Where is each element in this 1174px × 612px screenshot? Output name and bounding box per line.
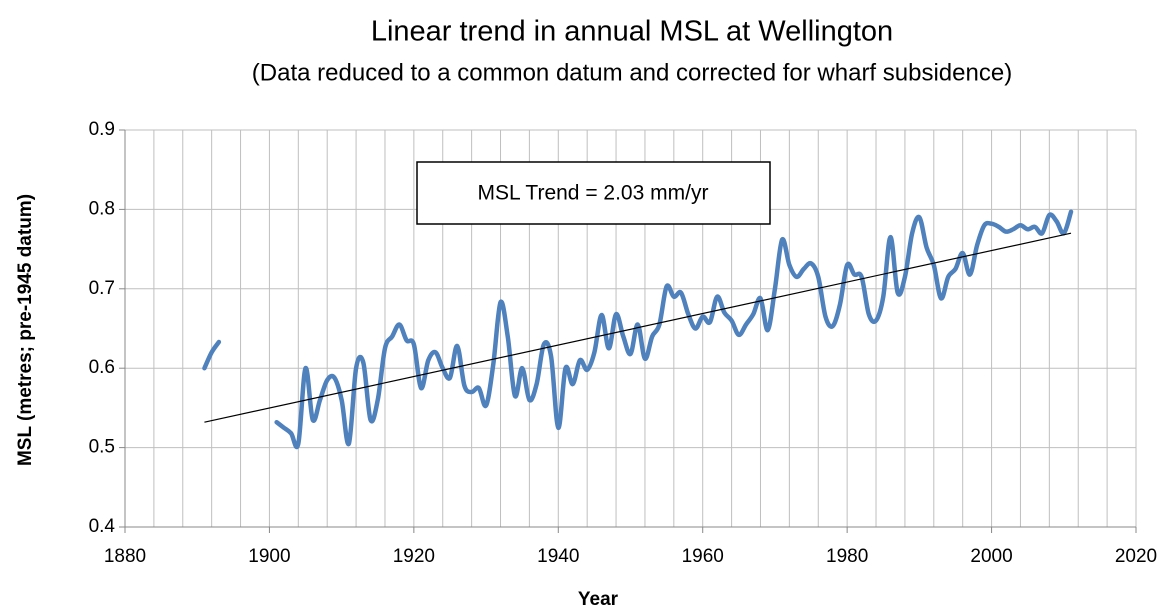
x-tick-label: 1920 — [393, 546, 435, 567]
y-tick-label: 0.9 — [89, 119, 115, 140]
chart-subtitle: (Data reduced to a common datum and corr… — [252, 59, 1012, 86]
y-tick-label: 0.7 — [89, 278, 115, 299]
plot-area: 0.4 0.5 0.6 0.7 0.8 0.9 1880 1900 1920 1940 1960 19… — [89, 119, 1158, 567]
x-tick-label: 1960 — [682, 546, 724, 567]
x-axis-label: Year — [578, 589, 619, 610]
x-tick-label: 1980 — [826, 546, 868, 567]
x-tick-label: 2020 — [1115, 546, 1157, 567]
chart-title: Linear trend in annual MSL at Wellington — [371, 16, 893, 48]
data-line — [202, 339, 222, 371]
y-tick-label: 0.8 — [89, 198, 115, 219]
x-tick-label: 2000 — [970, 546, 1012, 567]
trend-line — [204, 232, 1072, 423]
data-line — [274, 209, 1074, 450]
y-axis-label: MSL (metres; pre-1945 datum) — [15, 194, 36, 466]
x-tick-label: 1880 — [104, 546, 146, 567]
y-tick-label: 0.4 — [89, 516, 116, 537]
x-tick-label: 1900 — [248, 546, 290, 567]
annotation: MSL Trend = 2.03 mm/yr — [478, 182, 709, 205]
annotation-box — [416, 161, 771, 225]
x-tick-label: 1940 — [537, 546, 579, 567]
y-tick-label: 0.6 — [89, 357, 115, 378]
y-tick-label: 0.5 — [89, 437, 115, 458]
